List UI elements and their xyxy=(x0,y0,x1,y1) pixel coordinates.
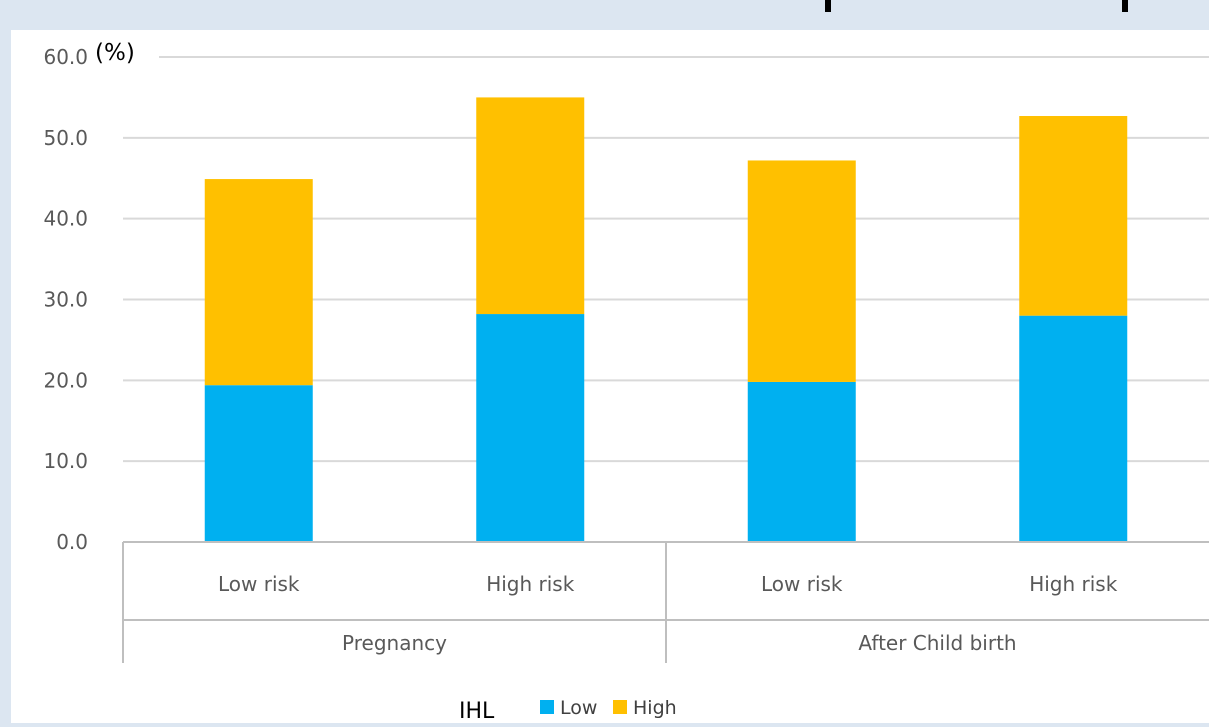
chart-panel: 0.0 10.0 20.0 30.0 40.0 50.0 60.0 Low risk High … xyxy=(11,30,1209,724)
legend-swatch-high xyxy=(613,700,627,714)
y-unit-label: (%) xyxy=(95,40,135,66)
x-tick-label: High risk xyxy=(1029,572,1118,596)
x-tick-label: Low risk xyxy=(218,572,300,596)
legend-label-low: Low xyxy=(560,697,597,719)
y-tick-label: 50.0 xyxy=(43,126,88,150)
bar-low-3 xyxy=(1019,315,1128,542)
legend-title: IHL xyxy=(459,699,495,723)
header-mark-left xyxy=(825,0,831,12)
bar-high-0 xyxy=(204,179,313,386)
legend-label-high: High xyxy=(633,697,677,719)
bar-low-1 xyxy=(476,314,585,542)
stacked-bar-chart: 0.0 10.0 20.0 30.0 40.0 50.0 60.0 Low risk High … xyxy=(43,40,1209,724)
y-tick-label: 60.0 xyxy=(43,45,88,69)
bar-high-3 xyxy=(1019,116,1128,316)
header-mark-right xyxy=(1122,0,1128,12)
bar-high-1 xyxy=(476,97,585,315)
bar-low-2 xyxy=(747,381,856,542)
y-tick-label: 30.0 xyxy=(43,288,88,312)
bar-series xyxy=(204,97,1128,542)
header-band xyxy=(825,0,1128,12)
y-tick-label: 40.0 xyxy=(43,207,88,231)
y-tick-label: 10.0 xyxy=(43,449,88,473)
y-tick-label: 0.0 xyxy=(56,530,88,554)
legend: IHL Low High xyxy=(459,697,677,724)
group-label: Pregnancy xyxy=(342,631,447,655)
group-label: After Child birth xyxy=(858,631,1016,655)
x-tick-label: High risk xyxy=(486,572,575,596)
bar-high-2 xyxy=(747,160,856,382)
axes: 0.0 10.0 20.0 30.0 40.0 50.0 60.0 Low risk High … xyxy=(43,45,1209,663)
legend-swatch-low xyxy=(540,700,554,714)
x-tick-label: Low risk xyxy=(761,572,843,596)
bar-low-0 xyxy=(204,385,313,542)
y-tick-label: 20.0 xyxy=(43,368,88,392)
